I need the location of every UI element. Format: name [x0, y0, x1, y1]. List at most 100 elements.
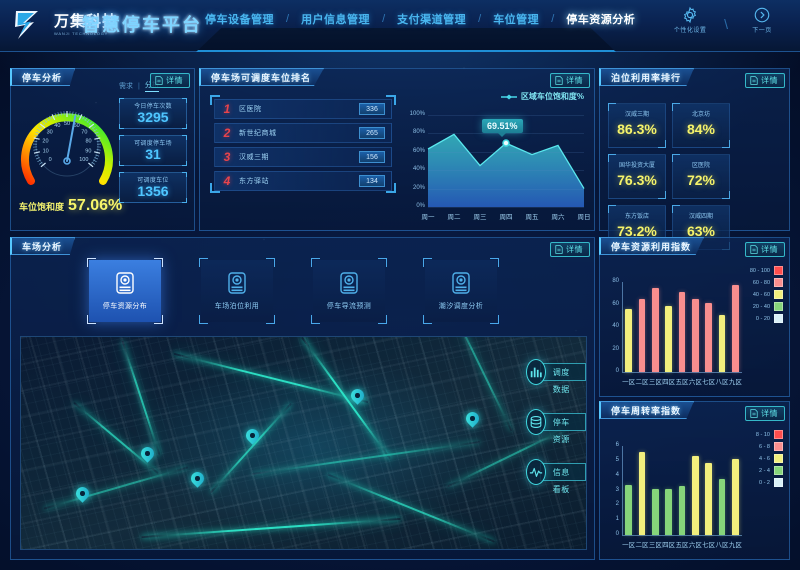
utilization-cell[interactable]: 区医院 72%	[672, 154, 730, 199]
lot-tab-0[interactable]: 停车资源分布	[87, 258, 163, 324]
y-tick-label: 40%	[412, 166, 425, 173]
lot-tab-1[interactable]: 车场泊位利用	[199, 258, 275, 324]
gauge-tick-label: 50	[64, 121, 70, 127]
map-pin-marker[interactable]	[73, 484, 92, 505]
ranking-row[interactable]: 4 东方驿站 134	[214, 171, 392, 191]
utilization-rank-grid: 汉威三期 86.3% 北京坊 84% 国华投资大厦 76.3% 区医院 72% 东方饭店 73.2…	[608, 103, 784, 250]
region-saturation-plot: 0% 20% 40% 60% 80% 100% 69.51% 周一 周二 周三 周四 周五 周六 周日	[404, 107, 591, 223]
map-pin-marker[interactable]	[138, 444, 157, 465]
nav-item-0[interactable]: 停车设备管理	[205, 14, 274, 26]
tab-corner-tr	[266, 258, 275, 267]
map-button-0[interactable]: 调度数据	[526, 359, 586, 394]
gauge-tick-label: 60	[74, 123, 80, 129]
turnover-rate-detail-button[interactable]: 详情	[745, 406, 785, 421]
map-pin-marker[interactable]	[463, 409, 482, 430]
legend-label: 60 - 80	[752, 279, 770, 286]
map-pin-marker[interactable]	[188, 469, 207, 490]
pin-center-dot	[195, 476, 200, 481]
gauge-tick-label: 80	[85, 138, 91, 144]
utilization-cell-label: 汉威四期	[688, 214, 713, 220]
bar	[625, 309, 633, 372]
region-saturation-legend: 区域车位饱和度%	[500, 91, 584, 102]
rank-value: 134	[359, 175, 385, 187]
ranking-detail-label: 详情	[566, 76, 583, 85]
y-tick-label: 0%	[416, 203, 425, 209]
map-button-icon-wrap	[526, 359, 546, 385]
map-button-2[interactable]: 信息看板	[526, 459, 586, 494]
ranking-row[interactable]: 2 新世纪商城 265	[214, 123, 392, 143]
legend-label: 4 - 6	[758, 455, 770, 462]
company-name-cn: 万集科技	[54, 13, 119, 30]
parking-analysis-tab-0[interactable]: 需求	[119, 83, 133, 90]
map-button-1[interactable]: 停车资源	[526, 409, 586, 444]
system-title: 智慧停车平台	[82, 15, 202, 35]
nav-item-1[interactable]: 用户信息管理	[301, 14, 371, 26]
company-logo-icon	[12, 8, 48, 42]
bar	[718, 478, 726, 535]
tab-corner-bl	[311, 315, 320, 324]
nav-item-4[interactable]: 停车资源分析	[566, 14, 636, 26]
y-tick-label: 20	[612, 345, 619, 352]
map-pin-marker[interactable]	[243, 426, 262, 447]
y-tick-label: 60%	[412, 147, 425, 154]
nav-item-2[interactable]: 支付渠道管理	[397, 14, 467, 26]
parking-meter-icon	[116, 272, 134, 294]
utilization-cell[interactable]: 汉威三期 86.3%	[608, 103, 666, 148]
utilization-cell-value: 86.3%	[617, 121, 657, 137]
legend-item: 20 - 40	[739, 302, 783, 311]
stat-value: 3295	[137, 109, 169, 125]
utilization-cell[interactable]: 北京坊 84%	[672, 103, 730, 148]
y-tick-label: 3	[615, 486, 619, 493]
nav-item-3[interactable]: 车位管理	[493, 14, 540, 26]
rank-number: 4	[223, 174, 231, 188]
stat-label: 可调度车位	[137, 178, 169, 184]
lot-tab-label: 停车资源分布	[102, 303, 148, 310]
map-building-blocks	[21, 337, 586, 549]
stat-box-1: 可调度停车场 31	[119, 135, 187, 166]
y-tick-label: 0	[615, 368, 619, 374]
stat-corner-br	[182, 161, 187, 166]
ranking-row[interactable]: 1 区医院 336	[214, 99, 392, 119]
personalize-settings-button[interactable]: 个性化设置	[662, 4, 718, 34]
gridline	[428, 207, 584, 208]
utilization-cell-value: 76.3%	[617, 172, 657, 188]
resource-utilization-title: 停车资源利用指数	[599, 237, 705, 255]
utilization-rank-detail-button[interactable]: 详情	[745, 73, 785, 88]
tab-corner-br	[154, 315, 163, 324]
tab-corner-tl	[423, 258, 432, 267]
turnover-rate-legend: 8 - 10 6 - 8 4 - 6 2 - 4 0 - 2	[739, 430, 783, 490]
lot-tab-label: 车场泊位利用	[214, 303, 260, 310]
area-series	[427, 133, 585, 207]
y-tick-label: 80%	[412, 129, 425, 136]
map-pin-marker[interactable]	[348, 386, 367, 407]
utilization-cell-label: 区医院	[691, 163, 710, 169]
document-icon	[555, 245, 563, 254]
cell-corner-tl	[608, 103, 616, 111]
lot-analysis-detail-button[interactable]: 详情	[550, 242, 590, 257]
pin-center-dot	[355, 393, 360, 398]
cell-corner-tl	[672, 154, 680, 162]
header-actions: 个性化设置 \ 下一页	[662, 4, 790, 34]
parking-analysis-detail-button[interactable]: 详情	[150, 73, 190, 88]
next-page-button[interactable]: 下一页	[734, 4, 790, 34]
saturation-label: 车位饱和度	[19, 202, 65, 212]
ranking-list: 1 区医院 336 2 新世纪商城 265 3 汉威三期 156 4 东方驿站 134	[214, 99, 392, 195]
utilization-cell[interactable]: 国华投资大厦 76.3%	[608, 154, 666, 199]
lot-analysis-panel: 车场分析 停车资源分布 车场泊位利用 停车导流预测 潮汐调度分析 详情 调度数据 停车资…	[10, 237, 595, 560]
nav-separator: /	[551, 13, 555, 25]
map-button-icon-wrap	[526, 409, 546, 435]
stat-label: 今日停车次数	[134, 104, 172, 110]
lot-tab-3[interactable]: 潮汐调度分析	[423, 258, 499, 324]
stat-box-2: 可调度车位 1356	[119, 172, 187, 203]
saturation-gauge: 0 10 20 30 40 50 60 70 80 90 100	[17, 95, 117, 199]
lot-tab-2[interactable]: 停车导流预测	[311, 258, 387, 324]
pin-center-dot	[470, 416, 475, 421]
ranking-row[interactable]: 3 汉威三期 156	[214, 147, 392, 167]
stat-corner-bl	[119, 161, 124, 166]
resource-utilization-detail-button[interactable]: 详情	[745, 242, 785, 257]
x-tick-label: 一区	[622, 542, 636, 549]
ranking-detail-button[interactable]: 详情	[550, 73, 590, 88]
nav-separator: /	[382, 13, 386, 25]
x-tick-label: 周四	[499, 214, 513, 221]
city-map[interactable]: 调度数据停车资源信息看板	[20, 336, 587, 550]
